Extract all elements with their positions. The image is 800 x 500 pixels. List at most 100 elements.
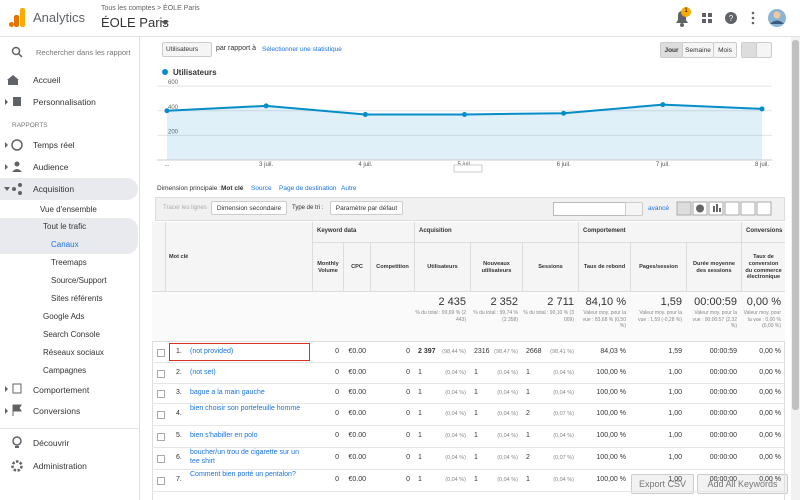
keyword[interactable]: bague a la main gauche [190, 389, 265, 396]
nav-item[interactable]: Accueil [33, 75, 61, 85]
sort[interactable]: Paramètre par défaut [330, 201, 403, 215]
cell-pct: (0,07 %) [553, 455, 574, 461]
column-header[interactable]: Mot clé [165, 222, 312, 292]
column-header[interactable]: Durée moyenne des sessions [686, 243, 741, 292]
advanced[interactable]: avancé [648, 205, 669, 212]
nav-item[interactable]: Audience [33, 162, 69, 172]
section: RAPPORTS [12, 122, 48, 129]
column-header[interactable]: Sessions [522, 243, 578, 292]
table-border [152, 222, 785, 500]
dimension[interactable]: Autre [341, 185, 357, 192]
view-icons[interactable] [676, 201, 772, 217]
cell: 0,00 % [759, 348, 781, 355]
row-checkbox[interactable] [157, 369, 165, 378]
period-button[interactable]: Semaine [682, 42, 714, 58]
keyword[interactable]: Comment bien porté un pentalon? [190, 471, 296, 478]
column-header[interactable]: Pages/session [630, 243, 686, 292]
nav-item[interactable]: Réseaux sociaux [43, 348, 104, 357]
nav-item[interactable]: Administration [33, 461, 87, 471]
cell: 0,00 % [759, 454, 781, 461]
nav-item[interactable]: Découvrir [33, 438, 70, 448]
nav-item[interactable]: Temps réel [33, 140, 75, 150]
nav-item[interactable]: Search Console [43, 330, 100, 339]
cell: 1 [418, 368, 422, 376]
row-checkbox[interactable] [157, 349, 165, 357]
x-tick-label: 3 juil. [259, 162, 273, 168]
row-checkbox[interactable] [157, 433, 165, 441]
row-checkbox[interactable] [157, 390, 165, 398]
nav-item[interactable]: Personnalisation [33, 97, 96, 107]
column-header[interactable]: Nouveaux utilisateurs [470, 243, 522, 292]
nav-item[interactable]: Sites référents [51, 294, 103, 303]
cell: 0 [335, 454, 339, 461]
column-header[interactable]: CPC [343, 243, 370, 292]
dimension[interactable]: Mot clé [221, 185, 244, 192]
metric-dropdown[interactable]: Utilisateurs [162, 42, 212, 57]
cell-pct: (0,04 %) [445, 433, 466, 439]
cell: €0.00 [348, 410, 366, 417]
column-header[interactable]: Utilisateurs [414, 243, 470, 292]
nav-item[interactable]: Comportement [33, 385, 90, 395]
scroll-thumb[interactable] [792, 40, 799, 410]
column-header[interactable]: Taux de conversion du commerce électroni… [741, 243, 785, 292]
nav-item[interactable]: Tout le trafic [43, 222, 87, 231]
breadcrumb[interactable]: Tous les comptes > ÉOLE Paris [101, 5, 200, 12]
cell: 00:00:59 [709, 348, 737, 355]
column-header[interactable]: Monthly Volume [312, 243, 343, 292]
cell: 2 [526, 410, 530, 417]
keyword[interactable]: (not provided) [190, 348, 234, 355]
add-button[interactable]: Add All Keywords [697, 474, 788, 494]
cell: 1 [526, 368, 530, 376]
cell: 1 [418, 476, 422, 483]
chart-type[interactable] [756, 42, 772, 58]
total-note: Valeur moy. pour la vue : 0,00 % (0,00 %… [743, 310, 781, 329]
column-header[interactable]: Competition [370, 243, 414, 292]
total-note: % du total : 90,10 % (3 009) [523, 310, 574, 323]
cell: 0 [335, 476, 339, 483]
nav-item[interactable]: Treemaps [51, 258, 87, 267]
secondary-dimension[interactable]: Dimension secondaire [211, 201, 287, 215]
nav-item[interactable]: Google Ads [43, 312, 85, 321]
table-search[interactable] [553, 202, 627, 216]
nav-item[interactable]: Acquisition [33, 184, 75, 194]
search[interactable]: Rechercher dans les rapport [36, 48, 131, 57]
export-button[interactable]: Export CSV [631, 474, 694, 494]
keyword[interactable]: boucher/un trou de cigarette sur un tee … [190, 449, 299, 465]
nav-item[interactable]: Conversions [33, 406, 81, 416]
period-button[interactable]: Mois [713, 42, 737, 58]
dimension[interactable]: Page de destination [279, 185, 337, 192]
keyword[interactable]: bien choisir son portefeuille homme [190, 405, 301, 412]
nav-item[interactable]: Vue d'ensemble [40, 205, 97, 214]
search-button[interactable] [625, 202, 643, 216]
row-index: 3. [176, 389, 182, 396]
x-tick-label: 6 juil. [557, 162, 571, 168]
keyword[interactable]: (not set) [190, 368, 216, 376]
cell-pct: (0,04 %) [497, 455, 518, 461]
property[interactable]: ÉOLE Paris [101, 15, 169, 30]
cell: 0,00 % [759, 410, 781, 417]
row-checkbox[interactable] [157, 455, 165, 463]
cell-pct: (0,04 %) [553, 477, 574, 483]
row-checkbox[interactable] [157, 411, 165, 419]
nav-item[interactable]: Campagnes [43, 366, 87, 375]
total-value: 00:00:59 [694, 296, 737, 308]
sidebar [0, 37, 140, 500]
total-value: 2 352 [490, 296, 518, 308]
cell-pct: (98,41 %) [550, 349, 574, 355]
cell-pct: (0,04 %) [445, 369, 466, 376]
dimension[interactable]: Source [251, 185, 272, 192]
cell-pct: (0,04 %) [553, 390, 574, 396]
select-metric[interactable]: Sélectionner une statistique [262, 46, 342, 53]
cell: 0 [335, 368, 339, 376]
row-checkbox[interactable] [157, 477, 165, 485]
nav-item[interactable]: Canaux [51, 240, 79, 249]
chart-type[interactable] [741, 42, 757, 58]
nav-item[interactable]: Source/Support [51, 276, 107, 285]
keyword[interactable]: bien s'habiller en polo [190, 432, 258, 439]
row-index: 2. [176, 368, 182, 376]
cell: 1,00 [668, 454, 682, 461]
notification-count: 1 [684, 8, 688, 14]
top-icons[interactable]: ? [670, 5, 795, 31]
period-button[interactable]: Jour [660, 42, 683, 58]
column-header[interactable]: Taux de rebond [578, 243, 630, 292]
